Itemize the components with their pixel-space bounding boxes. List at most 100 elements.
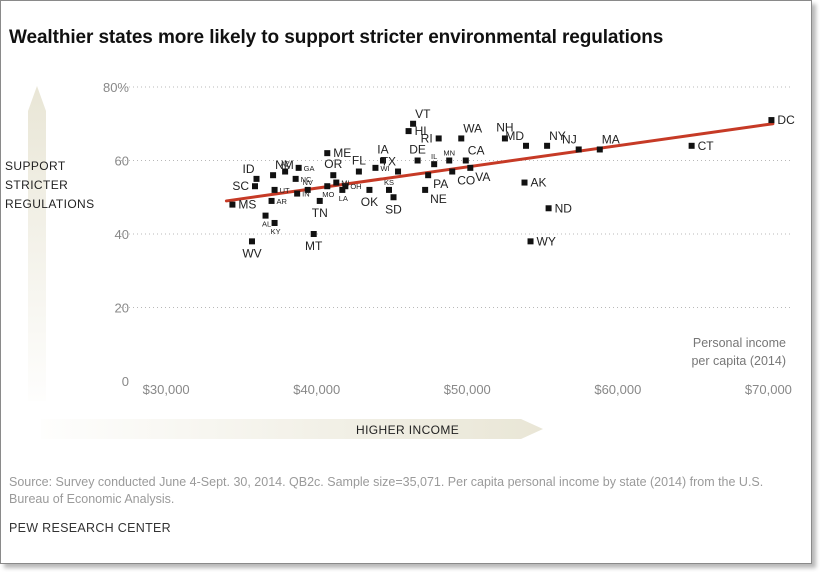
point-label: AZ [280, 160, 290, 169]
x-tick-label: $30,000 [143, 382, 190, 397]
point-label: MA [602, 132, 620, 146]
data-point [282, 168, 289, 175]
point-label: KS [384, 178, 394, 187]
y-tick-label: 20 [115, 301, 129, 316]
data-point [316, 197, 323, 204]
data-point [268, 197, 275, 204]
y-axis-label-line: REGULATIONS [5, 197, 95, 211]
point-label: KY [271, 227, 281, 236]
point-label: UT [280, 186, 290, 195]
data-point [688, 142, 695, 149]
data-point [304, 186, 311, 193]
data-point [270, 172, 277, 179]
data-point [467, 164, 474, 171]
data-point [501, 135, 508, 142]
data-point [324, 150, 331, 157]
point-label: SD [385, 202, 402, 216]
point-label: MO [322, 190, 334, 199]
data-point [324, 183, 331, 190]
chart-frame: Wealthier states more likely to support … [0, 0, 812, 564]
point-label: VT [415, 107, 431, 121]
income-note-line: per capita (2014) [691, 354, 786, 368]
data-point [422, 186, 429, 193]
data-point [271, 219, 278, 226]
point-label: NV [302, 178, 312, 187]
data-point [386, 186, 392, 193]
data-point [544, 142, 551, 149]
data-point [271, 186, 278, 193]
data-point [294, 190, 301, 197]
data-point [229, 201, 236, 208]
y-axis-label: SUPPORT STRICTER REGULATIONS [5, 157, 115, 214]
data-point [405, 128, 412, 135]
point-label: GA [304, 164, 315, 173]
income-note: Personal income per capita (2014) [601, 334, 786, 370]
point-label: NM [275, 158, 294, 172]
data-point [310, 231, 317, 237]
x-tick-label: $50,000 [444, 382, 491, 397]
point-label: CO [457, 174, 475, 188]
point-label: OK [361, 195, 378, 209]
data-points [229, 117, 775, 245]
point-label: ID [243, 162, 255, 176]
point-label: WV [242, 246, 261, 260]
trend-line [224, 122, 775, 203]
trend-line-group [224, 122, 775, 203]
tick-labels: 0 20 40 60 80% $30,000 $40,000 $50,000 $60,000 $7… [103, 80, 792, 397]
point-label: NE [430, 192, 447, 206]
chart-title: Wealthier states more likely to support … [9, 27, 664, 48]
data-point [410, 120, 417, 127]
scatter-chart: 0 20 40 60 80% $30,000 $40,000 $50,000 $60,000 $7… [28, 80, 795, 439]
data-point [425, 172, 432, 179]
data-point [333, 179, 340, 186]
organization-credit: PEW RESEARCH CENTER [9, 521, 171, 535]
point-label: IL [431, 152, 437, 161]
data-point [545, 205, 552, 212]
data-point [330, 172, 337, 179]
data-point [395, 168, 402, 175]
data-point [435, 135, 442, 142]
point-label: LA [339, 194, 348, 203]
point-label: AR [277, 197, 288, 206]
y-tick-label: 40 [115, 227, 129, 242]
point-label: TN [312, 206, 328, 220]
data-point [252, 183, 258, 190]
y-axis-label-line: STRICTER [5, 178, 69, 192]
point-label: VA [475, 170, 490, 184]
point-label: TX [381, 155, 396, 169]
point-label: MI [341, 179, 349, 188]
x-axis-arrow-label: HIGHER INCOME [356, 423, 460, 437]
data-point [372, 164, 379, 171]
point-label: SC [232, 179, 249, 193]
y-axis-label-line: SUPPORT [5, 159, 66, 173]
data-point [339, 186, 346, 193]
data-point [575, 146, 582, 153]
source-note: Source: Survey conducted June 4-Sept. 30… [9, 475, 764, 506]
point-label: NH [496, 120, 513, 134]
data-point [262, 212, 269, 219]
data-point [449, 168, 456, 175]
point-label: ME [333, 146, 351, 160]
point-label: DC [777, 113, 795, 127]
data-point [355, 168, 362, 175]
point-label: HI [415, 124, 427, 138]
data-point [462, 157, 469, 164]
point-label: DE [409, 143, 426, 157]
data-point [366, 186, 373, 193]
data-point [292, 175, 299, 182]
y-tick-label: 80% [103, 80, 129, 95]
point-label: AK [531, 176, 547, 190]
point-label: AL [262, 220, 271, 229]
data-point [431, 161, 438, 168]
gridlines [121, 86, 791, 308]
point-label: MT [305, 239, 323, 253]
point-label: NY [549, 129, 566, 143]
point-label: PA [433, 177, 448, 191]
point-label: WI [380, 164, 389, 173]
data-point [414, 157, 421, 164]
data-point [768, 117, 775, 124]
x-axis-arrow [41, 419, 543, 439]
data-point [596, 146, 603, 153]
point-label: WY [537, 234, 556, 248]
